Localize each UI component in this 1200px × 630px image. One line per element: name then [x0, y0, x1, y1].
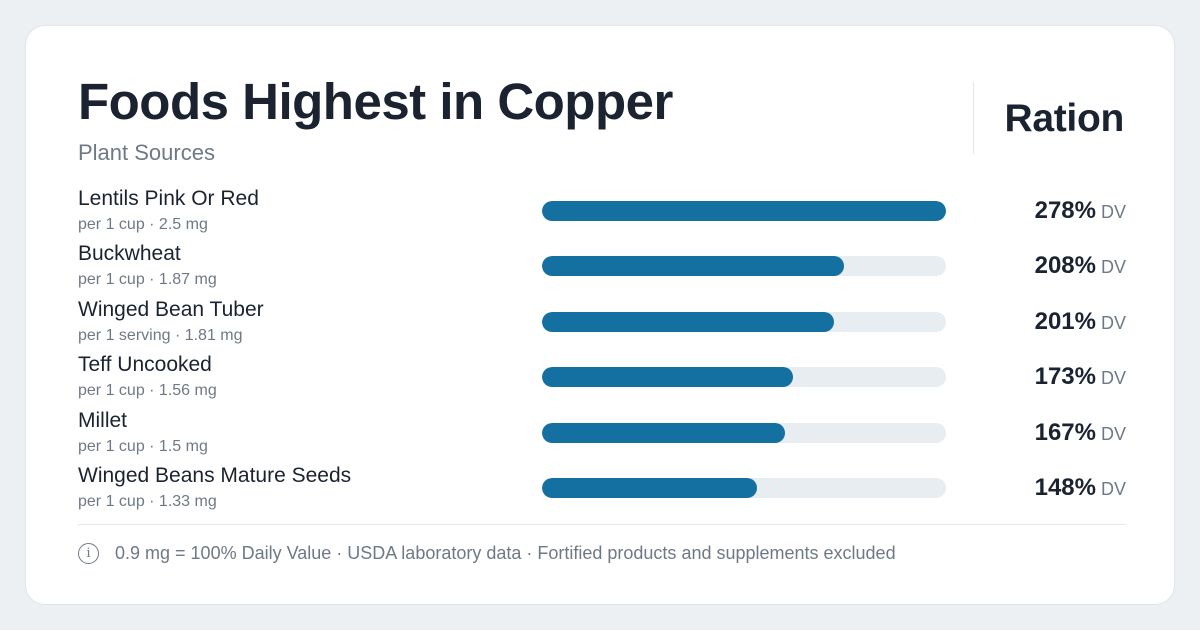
category-label: Teff Uncooked [78, 353, 212, 377]
bar-track [542, 256, 946, 277]
value-label-group: 167% DV [1035, 419, 1126, 447]
bar [542, 422, 785, 443]
value-label: 201% [1034, 307, 1096, 335]
unit-label: DV [1100, 312, 1126, 333]
value-label-group: 148% DV [1035, 474, 1126, 502]
chart-row: Millet per 1 cup · 1.5 mg 167% DV [78, 408, 1126, 463]
unit-label: DV [1100, 368, 1126, 389]
chart-title: Foods Highest in Copper [78, 73, 673, 130]
value-label: 278% [1034, 197, 1096, 224]
unit-label: DV [1100, 202, 1126, 222]
bar-track [542, 367, 946, 388]
unit-label: DV [1100, 257, 1126, 278]
category-label: Lentils Pink Or Red [78, 187, 259, 210]
serving-label: per 1 cup · 1.5 mg [78, 437, 208, 455]
info-icon: i [78, 543, 99, 564]
category-label: Winged Bean Tuber [78, 297, 264, 321]
bar-track [542, 201, 946, 221]
serving-label: per 1 cup · 1.56 mg [78, 382, 217, 400]
category-label: Winged Beans Mature Seeds [78, 463, 352, 487]
brand-logo: Ration [1004, 97, 1124, 140]
value-label-group: 201% DV [1035, 308, 1126, 336]
value-label: 173% [1034, 363, 1096, 391]
chart-row: Teff Uncooked per 1 cup · 1.56 mg 173% DV [78, 352, 1126, 407]
serving-label: per 1 cup · 1.87 mg [78, 271, 217, 289]
bar [542, 256, 845, 277]
serving-label: per 1 cup · 1.33 mg [78, 492, 217, 510]
chart-row: Lentils Pink Or Red per 1 cup · 2.5 mg 278… [78, 186, 1126, 241]
chart-row: Buckwheat per 1 cup · 1.87 mg 208% DV [78, 241, 1126, 296]
value-label: 167% [1034, 418, 1096, 446]
chart-subtitle: Plant Sources [78, 140, 215, 165]
value-label: 208% [1034, 252, 1096, 280]
category-label: Millet [78, 408, 128, 432]
bar-track [542, 477, 946, 498]
bar [542, 201, 946, 221]
category-label: Buckwheat [78, 242, 181, 266]
brand-divider [973, 82, 974, 154]
unit-label: DV [1100, 478, 1126, 499]
bar-track [542, 422, 946, 443]
chart-row: Winged Beans Mature Seeds per 1 cup · 1.3… [78, 463, 1126, 518]
bar [542, 477, 758, 498]
unit-label: DV [1100, 423, 1126, 444]
footer-note: 0.9 mg = 100% Daily Value · USDA laborat… [115, 543, 896, 563]
value-label: 148% [1034, 473, 1096, 501]
footer: i 0.9 mg = 100% Daily Value · USDA labor… [78, 543, 896, 564]
value-label-group: 173% DV [1035, 363, 1126, 391]
value-label-group: 278% DV [1035, 197, 1126, 225]
chart-card: Foods Highest in Copper Plant Sources Ra… [25, 25, 1175, 605]
bar [542, 367, 794, 388]
chart-row: Winged Bean Tuber per 1 serving · 1.81 mg… [78, 297, 1126, 352]
bar-track [542, 311, 946, 332]
bar [542, 311, 835, 332]
value-label-group: 208% DV [1035, 252, 1126, 280]
footer-divider [78, 524, 1126, 525]
serving-label: per 1 cup · 2.5 mg [78, 216, 208, 233]
serving-label: per 1 serving · 1.81 mg [78, 326, 243, 344]
bar-chart: Lentils Pink Or Red per 1 cup · 2.5 mg 278… [78, 186, 1126, 518]
